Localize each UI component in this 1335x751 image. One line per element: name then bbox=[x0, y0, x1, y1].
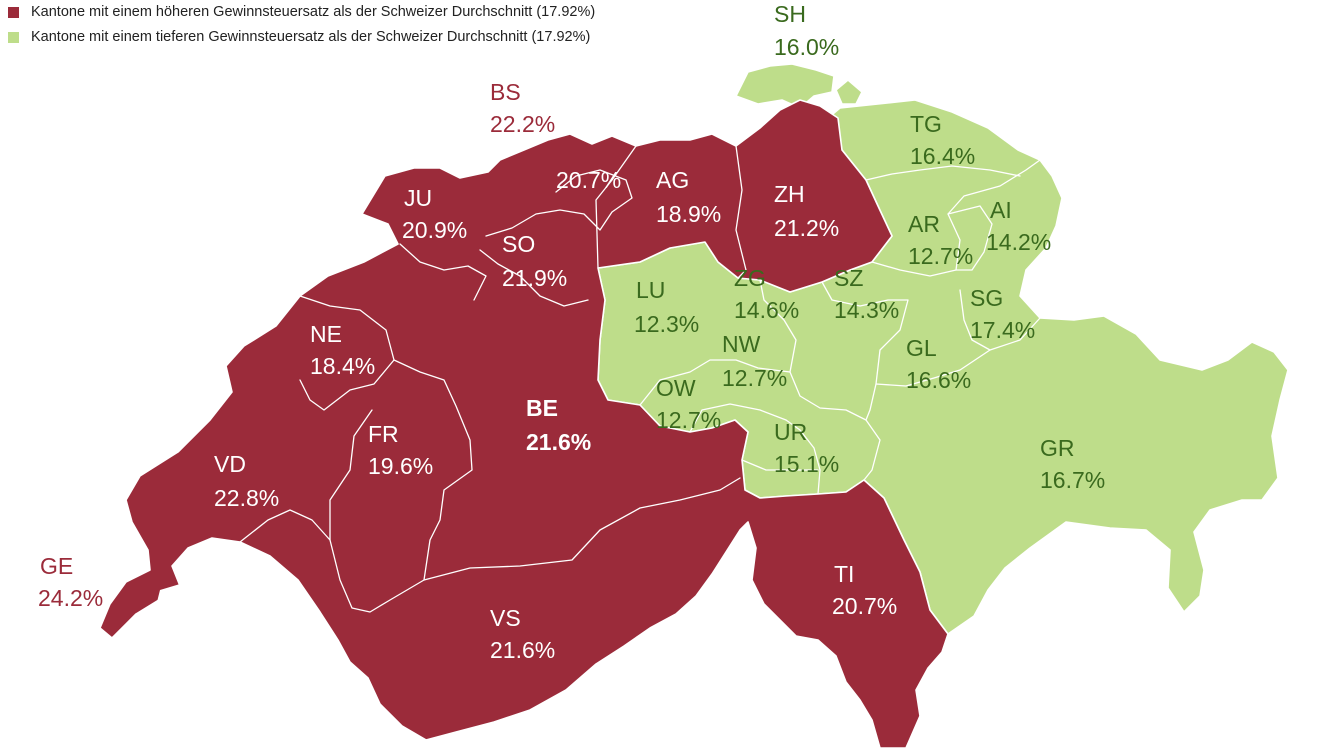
legend-swatch-lower bbox=[8, 32, 19, 43]
label-zh-rate: 21.2% bbox=[774, 215, 839, 241]
legend-item-lower: Kantone mit einem tieferen Gewinnsteuers… bbox=[8, 25, 595, 50]
legend: Kantone mit einem höheren Gewinnsteuersa… bbox=[8, 0, 595, 50]
label-be-rate: 21.6% bbox=[526, 429, 591, 455]
legend-swatch-higher bbox=[8, 7, 19, 18]
label-sg-name: SG bbox=[970, 285, 1003, 311]
label-ai-name: AI bbox=[990, 197, 1012, 223]
label-gr-name: GR bbox=[1040, 435, 1075, 461]
label-vd-rate: 22.8% bbox=[214, 485, 279, 511]
label-sh-rate: 16.0% bbox=[774, 34, 839, 60]
label-sg-rate: 17.4% bbox=[970, 317, 1035, 343]
legend-label-lower: Kantone mit einem tieferen Gewinnsteuers… bbox=[31, 29, 591, 45]
lake-geneva bbox=[156, 576, 188, 606]
label-fr-rate: 19.6% bbox=[368, 453, 433, 479]
label-zg-name: ZG bbox=[734, 265, 766, 291]
canton-labels: SH 16.0% BS 22.2% 20.7% AG 18.9% ZH 21.2… bbox=[38, 1, 1105, 663]
label-vs-rate: 21.6% bbox=[490, 637, 555, 663]
label-zg-rate: 14.6% bbox=[734, 297, 799, 323]
label-tg-rate: 16.4% bbox=[910, 143, 975, 169]
label-sz-rate: 14.3% bbox=[834, 297, 899, 323]
region-sh bbox=[735, 63, 835, 109]
region-sh-small bbox=[835, 79, 863, 105]
label-ar-rate: 12.7% bbox=[908, 243, 973, 269]
label-sh-name: SH bbox=[774, 1, 806, 27]
label-bl-rate: 20.7% bbox=[556, 167, 621, 193]
label-ju-rate: 20.9% bbox=[402, 217, 467, 243]
label-nw-rate: 12.7% bbox=[722, 365, 787, 391]
label-tg-name: TG bbox=[910, 111, 942, 137]
label-ow-name: OW bbox=[656, 375, 696, 401]
label-ag-rate: 18.9% bbox=[656, 201, 721, 227]
label-ur-rate: 15.1% bbox=[774, 451, 839, 477]
label-be-name: BE bbox=[526, 395, 558, 421]
legend-label-higher: Kantone mit einem höheren Gewinnsteuersa… bbox=[31, 4, 596, 20]
label-nw-name: NW bbox=[722, 331, 761, 357]
label-sz-name: SZ bbox=[834, 265, 863, 291]
label-ow-rate: 12.7% bbox=[656, 407, 721, 433]
label-gl-name: GL bbox=[906, 335, 937, 361]
label-ti-name: TI bbox=[834, 561, 854, 587]
label-ge-name: GE bbox=[40, 553, 73, 579]
label-vs-name: VS bbox=[490, 605, 521, 631]
label-ar-name: AR bbox=[908, 211, 940, 237]
label-ne-rate: 18.4% bbox=[310, 353, 375, 379]
label-zh-name: ZH bbox=[774, 181, 805, 207]
label-ti-rate: 20.7% bbox=[832, 593, 897, 619]
label-bs-name: BS bbox=[490, 79, 521, 105]
canton-borders bbox=[239, 145, 1041, 613]
label-lu-name: LU bbox=[636, 277, 665, 303]
label-ag-name: AG bbox=[656, 167, 689, 193]
legend-item-higher: Kantone mit einem höheren Gewinnsteuersa… bbox=[8, 0, 595, 25]
label-ne-name: NE bbox=[310, 321, 342, 347]
label-fr-name: FR bbox=[368, 421, 399, 447]
label-ge-rate: 24.2% bbox=[38, 585, 103, 611]
region-higher-rate bbox=[99, 99, 949, 749]
label-ju-name: JU bbox=[404, 185, 432, 211]
label-so-name: SO bbox=[502, 231, 535, 257]
label-ur-name: UR bbox=[774, 419, 807, 445]
label-so-rate: 21.9% bbox=[502, 265, 567, 291]
label-lu-rate: 12.3% bbox=[634, 311, 699, 337]
label-gr-rate: 16.7% bbox=[1040, 467, 1105, 493]
label-gl-rate: 16.6% bbox=[906, 367, 971, 393]
label-vd-name: VD bbox=[214, 451, 246, 477]
label-bs-rate: 22.2% bbox=[490, 111, 555, 137]
label-ai-rate: 14.2% bbox=[986, 229, 1051, 255]
